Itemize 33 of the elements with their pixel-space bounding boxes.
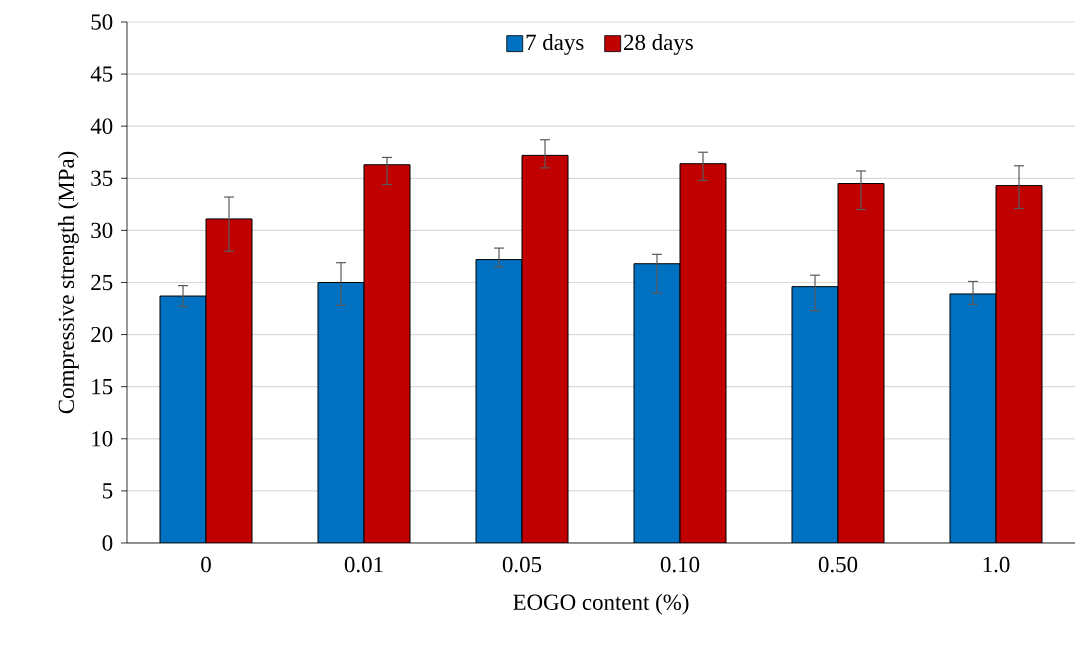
x-tick-label: 0.05 xyxy=(502,556,542,573)
y-axis-title: Compressive strength (MPa) xyxy=(57,151,79,414)
bar xyxy=(476,259,523,543)
y-tick-label: 10 xyxy=(92,431,113,447)
bar xyxy=(838,183,885,543)
bar xyxy=(792,286,839,543)
y-tick-label: 5 xyxy=(103,483,113,499)
legend-label: 7 days xyxy=(526,33,584,55)
y-tick-label: 30 xyxy=(91,222,113,239)
bar xyxy=(634,263,681,543)
y-tick-label: 0 xyxy=(102,535,113,551)
x-tick-label: 0.10 xyxy=(660,556,700,573)
x-tick-label: 0.50 xyxy=(818,556,858,573)
bar xyxy=(949,293,997,543)
x-tick-label: 1.0 xyxy=(983,556,1010,573)
bar xyxy=(206,218,253,543)
y-tick-label: 20 xyxy=(91,326,113,343)
x-tick-label: 0.01 xyxy=(344,556,383,573)
bar xyxy=(318,282,365,543)
y-tick-label: 25 xyxy=(91,274,113,291)
bar xyxy=(364,164,411,543)
y-tick-label: 35 xyxy=(91,170,113,186)
bar xyxy=(995,185,1043,543)
bar xyxy=(680,163,727,543)
y-tick-label: 45 xyxy=(90,66,113,82)
legend-label: 28 days xyxy=(624,33,693,55)
y-tick-label: 15 xyxy=(92,379,113,395)
y-tick-label: 40 xyxy=(90,118,113,134)
bar xyxy=(522,155,569,543)
y-tick-label: 50 xyxy=(91,14,113,30)
x-axis-title: EOGO content (%) xyxy=(513,593,689,615)
bar xyxy=(160,296,207,543)
x-tick-label: 0 xyxy=(201,556,211,573)
